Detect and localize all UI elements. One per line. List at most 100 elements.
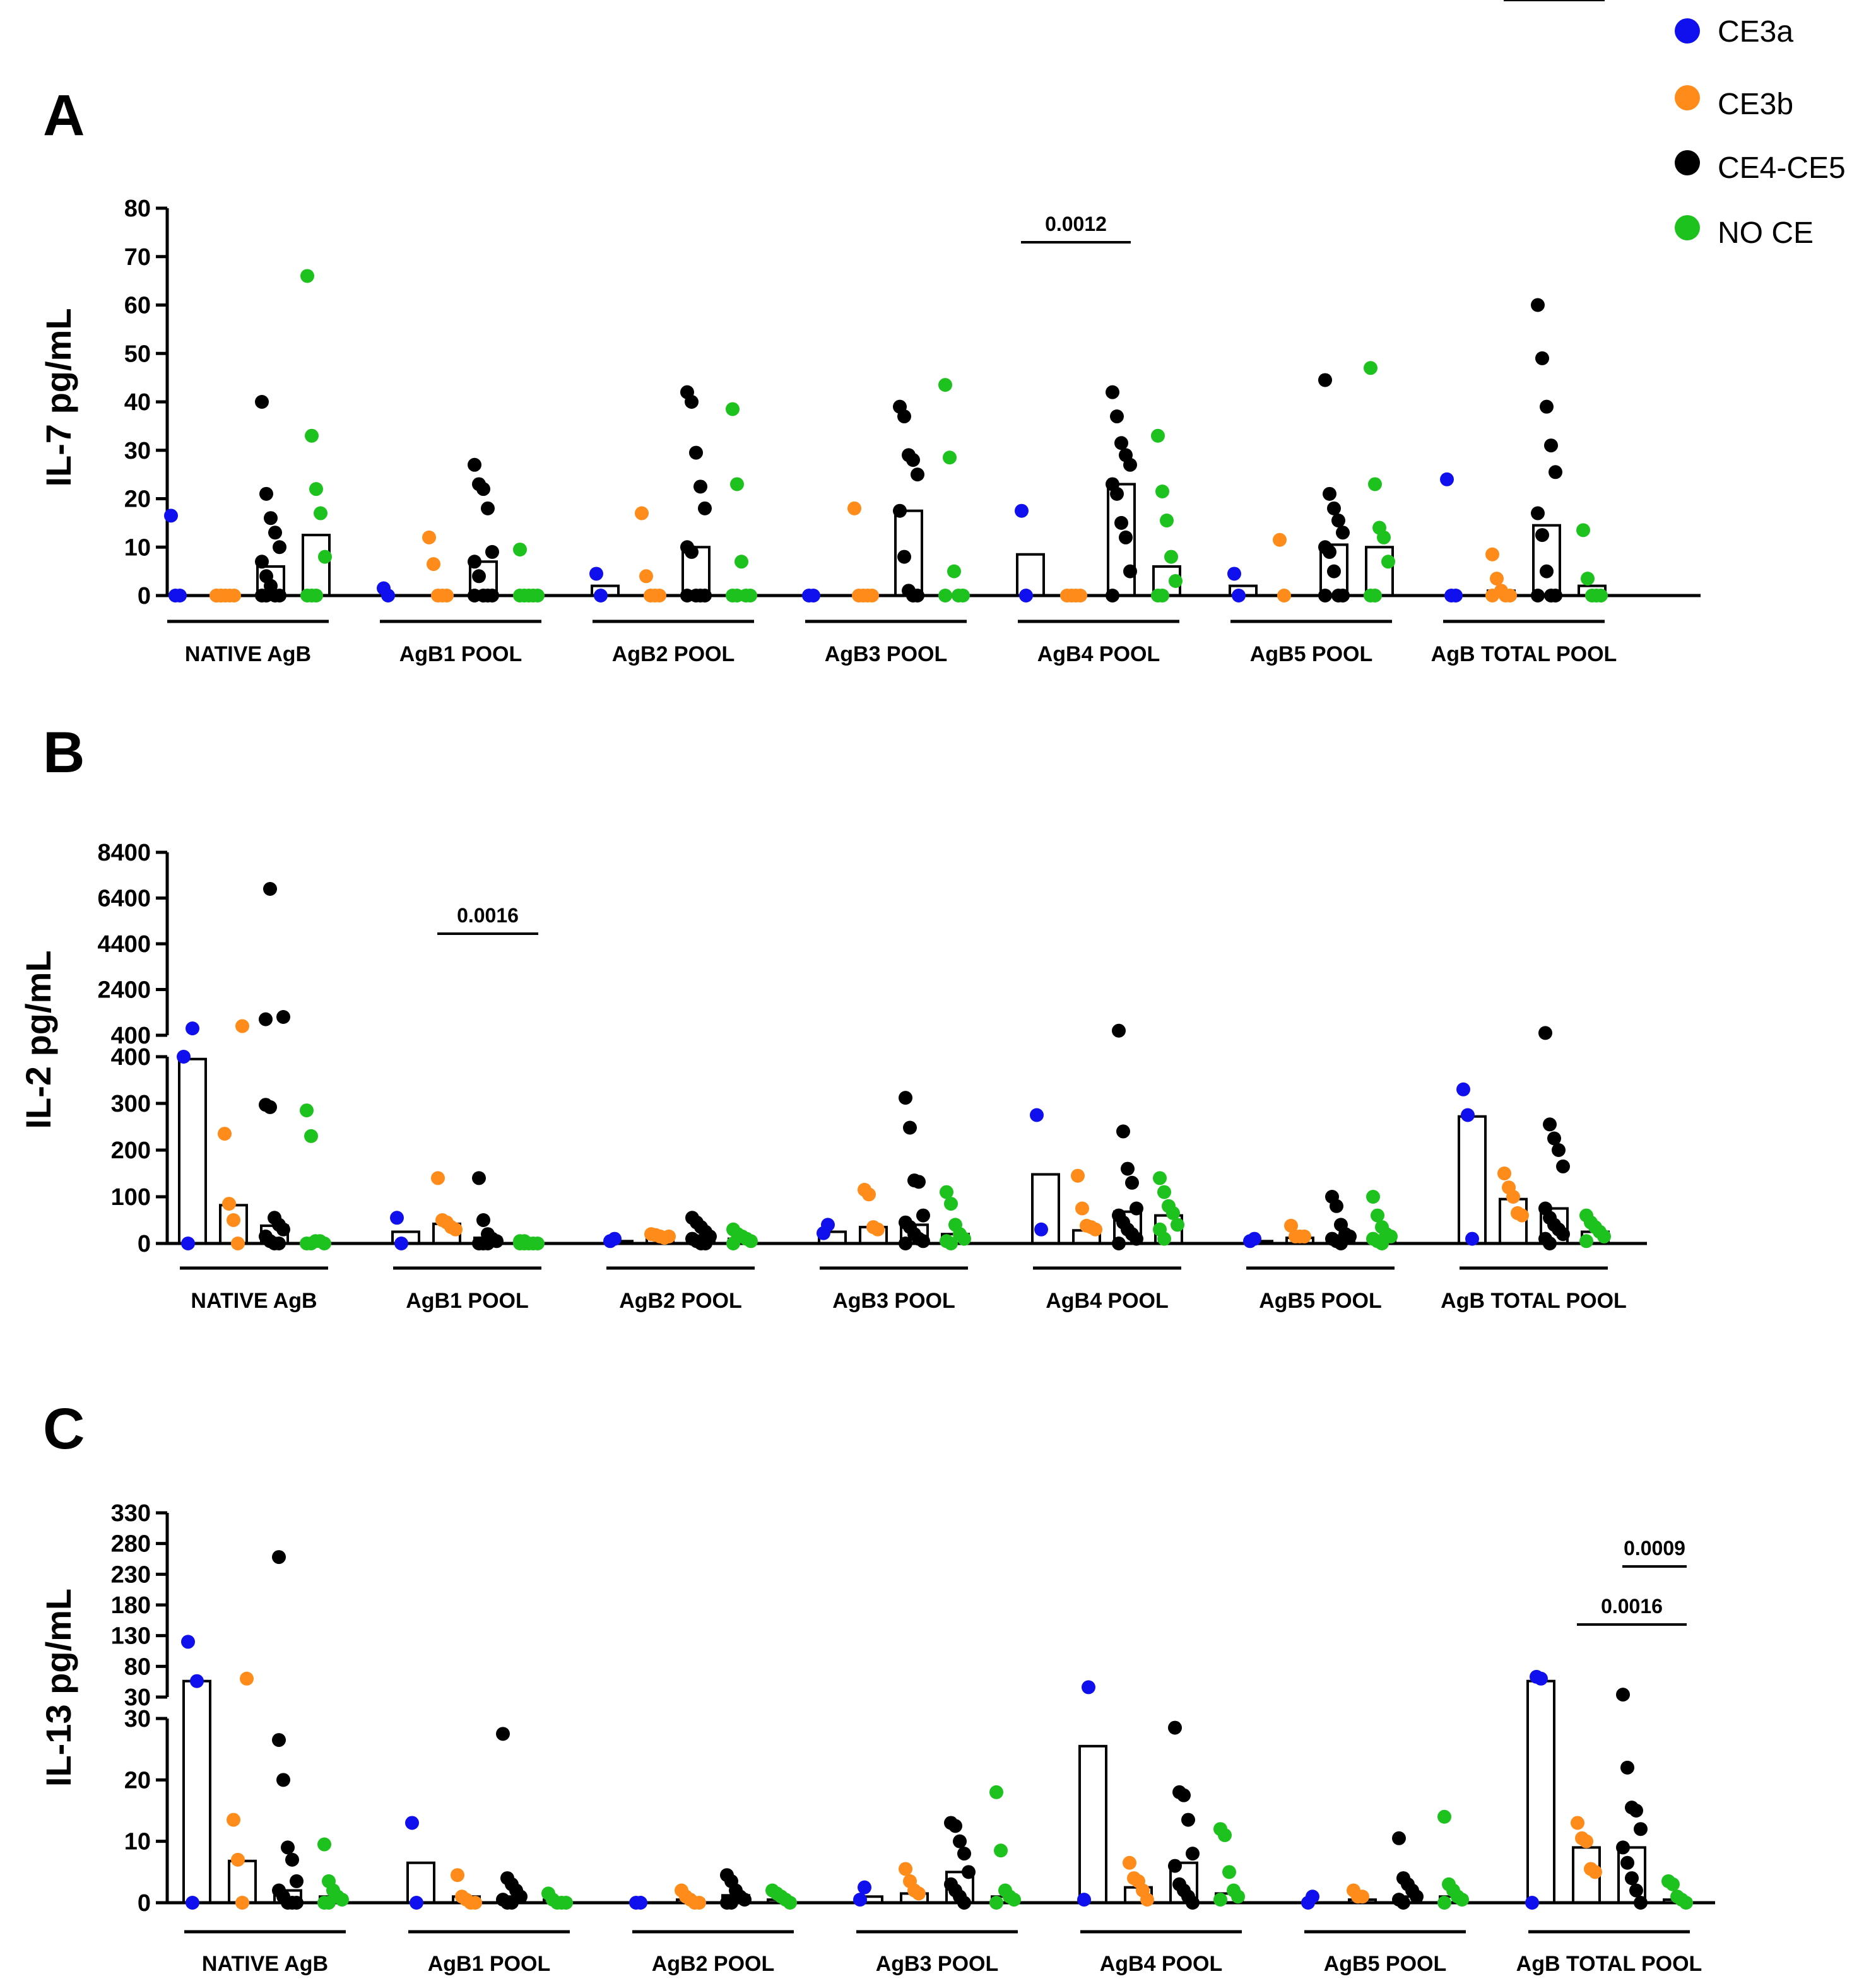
point-agb4-pool-ce4-ce5 — [1130, 1201, 1143, 1216]
point-native-agb-no-ce — [300, 1103, 314, 1118]
y-axis-label: IL-7 pg/mL — [38, 308, 78, 486]
group-label-agb1-pool: AgB1 POOL — [406, 1289, 529, 1313]
point-native-agb-ce3b — [214, 589, 228, 602]
significance-label: 0.0016 — [457, 904, 519, 927]
point-agb5-pool-ce4-ce5 — [1334, 1237, 1348, 1250]
point-agb4-pool-ce4-ce5 — [1123, 457, 1137, 472]
point-agb-total-pool-ce4-ce5 — [1540, 399, 1554, 414]
legend-marker-ce3a — [1675, 18, 1700, 44]
point-agb1-pool-no-ce — [513, 543, 527, 557]
point-agb-total-pool-ce4-ce5 — [1543, 1117, 1557, 1132]
point-agb4-pool-ce4-ce5 — [1123, 564, 1137, 579]
point-agb-total-pool-ce3b — [1485, 589, 1499, 602]
point-agb-total-pool-ce4-ce5 — [1531, 589, 1545, 602]
y-tick-label: 30 — [124, 438, 151, 464]
point-agb5-pool-ce4-ce5 — [1336, 589, 1350, 602]
point-agb2-pool-ce4-ce5 — [693, 479, 707, 494]
y-tick-label: 60 — [124, 293, 151, 319]
point-agb2-pool-ce4-ce5 — [685, 395, 699, 409]
point-agb5-pool-ce4-ce5 — [1318, 589, 1332, 602]
y-tick-label: 20 — [124, 486, 151, 513]
point-agb-total-pool-ce3b — [1515, 1208, 1529, 1223]
point-agb2-pool-ce3a — [608, 1231, 622, 1246]
point-agb5-pool-no-ce — [1368, 589, 1382, 602]
point-agb2-pool-no-ce — [726, 1237, 740, 1250]
point-native-agb-ce4-ce5 — [276, 1222, 290, 1237]
point-agb2-pool-ce4-ce5 — [698, 501, 712, 515]
point-agb5-pool-ce4-ce5 — [1327, 501, 1341, 515]
legend-marker-ce4-ce5 — [1675, 150, 1700, 175]
point-agb3-pool-ce4-ce5 — [916, 1234, 930, 1249]
y-tick-label: 30 — [124, 1684, 151, 1711]
point-agb-total-pool-ce4-ce5 — [1540, 564, 1554, 579]
point-agb1-pool-ce4-ce5 — [472, 1171, 486, 1185]
point-agb-total-pool-ce3a — [1440, 472, 1454, 486]
point-agb3-pool-ce4-ce5 — [962, 1865, 976, 1879]
point-agb3-pool-ce4-ce5 — [948, 1819, 962, 1833]
point-agb2-pool-ce3a — [634, 1896, 647, 1910]
y-tick-label: 330 — [111, 1500, 151, 1527]
point-agb1-pool-ce4-ce5 — [481, 1237, 495, 1250]
point-agb4-pool-ce4-ce5 — [1110, 486, 1124, 501]
point-agb5-pool-no-ce — [1366, 1190, 1380, 1204]
significance-label: 0.0009 — [1624, 1537, 1685, 1560]
point-agb4-pool-no-ce — [1166, 1206, 1180, 1220]
group-label-agb2-pool: AgB2 POOL — [652, 1952, 775, 1976]
point-agb4-pool-no-ce — [1169, 573, 1183, 588]
point-native-agb-ce3b — [227, 1813, 240, 1827]
point-agb2-pool-ce3b — [662, 1229, 676, 1243]
group-label-native-agb: NATIVE AgB — [185, 642, 311, 666]
bar-agb-total-pool-ce3a — [1458, 1115, 1487, 1245]
point-agb1-pool-ce3b — [422, 530, 436, 544]
point-agb5-pool-no-ce — [1455, 1893, 1469, 1907]
point-agb2-pool-ce4-ce5 — [699, 1237, 712, 1250]
point-agb3-pool-ce3b — [865, 589, 879, 602]
y-tick-label: 0 — [138, 583, 151, 609]
y-tick-label: 130 — [111, 1623, 151, 1650]
point-agb3-pool-ce4-ce5 — [906, 453, 920, 467]
group-label-native-agb: NATIVE AgB — [202, 1952, 328, 1976]
y-tick-label: 50 — [124, 341, 151, 367]
point-agb3-pool-ce3a — [858, 1880, 871, 1895]
point-agb1-pool-ce3a — [410, 1896, 423, 1910]
group-label-agb5-pool: AgB5 POOL — [1324, 1952, 1447, 1976]
bar-agb4-pool-ce4-ce5 — [1169, 1861, 1198, 1905]
point-agb4-pool-ce3a — [1077, 1893, 1091, 1907]
point-native-agb-no-ce — [318, 549, 332, 564]
point-agb2-pool-no-ce — [730, 589, 744, 602]
point-agb1-pool-ce3a — [394, 1237, 408, 1250]
point-agb-total-pool-ce3b — [1485, 547, 1499, 561]
point-agb1-pool-ce4-ce5 — [476, 1213, 490, 1227]
panel-a: A IL-7 pg/mL 0 10 20 30 40 50 60 70 80 NATIVE AgB Ag… — [38, 83, 1701, 666]
y-tick-label: 400 — [111, 1023, 151, 1049]
point-agb2-pool-no-ce — [783, 1896, 797, 1910]
y-tick-label: 6400 — [97, 886, 151, 912]
group-label-agb3-pool: AgB3 POOL — [876, 1952, 999, 1976]
point-agb2-pool-no-ce — [734, 555, 748, 569]
point-agb1-pool-no-ce — [513, 589, 527, 602]
point-agb-total-pool-ce4-ce5 — [1552, 1143, 1566, 1157]
point-agb3-pool-ce4-ce5 — [897, 549, 911, 564]
y-tick-label: 0 — [138, 1231, 151, 1257]
y-axis-label: IL-13 pg/mL — [38, 1589, 78, 1787]
group-label-agb-total-pool: AgB TOTAL POOL — [1431, 642, 1617, 666]
point-agb3-pool-no-ce — [944, 1197, 958, 1211]
point-agb4-pool-ce3b — [1071, 1168, 1085, 1183]
point-native-agb-ce4-ce5 — [255, 555, 269, 569]
point-agb2-pool-ce4-ce5 — [724, 1896, 738, 1910]
point-agb2-pool-no-ce — [730, 477, 744, 491]
point-agb-total-pool-ce3b — [1503, 589, 1517, 602]
point-agb3-pool-ce3b — [871, 1222, 885, 1237]
point-agb4-pool-ce4-ce5 — [1112, 1023, 1126, 1038]
point-agb2-pool-ce4-ce5 — [680, 589, 694, 602]
point-agb4-pool-ce4-ce5 — [1119, 530, 1133, 544]
bar-agb4-pool-ce3a — [1016, 553, 1045, 597]
point-agb3-pool-ce4-ce5 — [899, 1237, 912, 1250]
point-agb1-pool-ce3b — [431, 1171, 445, 1185]
point-agb2-pool-no-ce — [726, 402, 740, 416]
point-native-agb-no-ce — [304, 1237, 318, 1250]
point-agb2-pool-ce4-ce5 — [689, 445, 703, 460]
point-agb-total-pool-ce3a — [1465, 1231, 1479, 1246]
point-agb5-pool-ce4-ce5 — [1336, 526, 1350, 540]
